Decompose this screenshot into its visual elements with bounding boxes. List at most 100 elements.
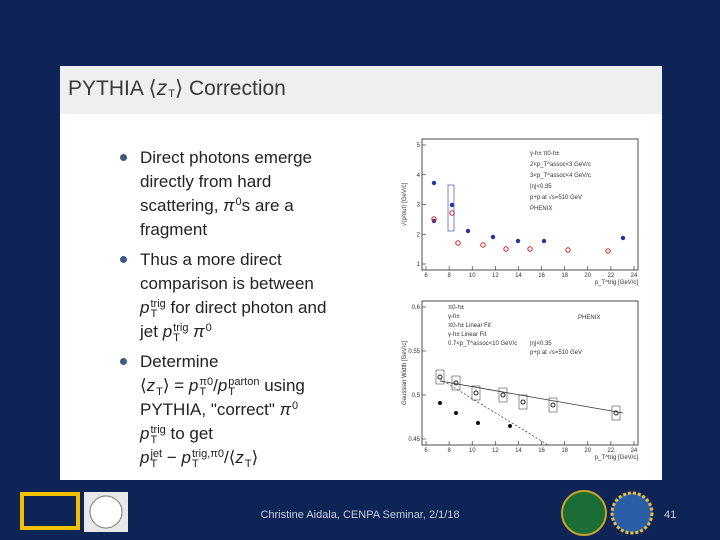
- legend-text: p+p at √s=510 GeV: [530, 194, 582, 201]
- plot-image: 6 8 10 12 14 16 18 20 22 24 5 4 3 2 1 p_T^trig [GeV/c] √…: [398, 133, 644, 288]
- text: to get: [165, 424, 214, 443]
- marker: [613, 410, 619, 416]
- x-tick-label: 22: [608, 273, 615, 279]
- legend-text: 3<p_T^assoc<4 GeV/c: [530, 173, 591, 179]
- y-tick-label: 4: [417, 173, 421, 179]
- x-tick-label: 6: [424, 448, 428, 454]
- x-tick-label: 12: [492, 273, 499, 279]
- superscript: 0: [205, 321, 212, 334]
- legend-text: π0-h±: [448, 305, 465, 311]
- text: /: [213, 376, 218, 395]
- math-base: z: [156, 77, 168, 100]
- bullet-line: p trig T to get: [140, 422, 358, 446]
- superscript: π0: [199, 375, 214, 388]
- x-tick-label: 6: [424, 273, 428, 279]
- syst-box: [451, 375, 461, 391]
- math-base: p: [140, 424, 150, 443]
- superscript: trig,π0: [191, 447, 224, 460]
- marker: [476, 421, 480, 425]
- marker: [520, 399, 526, 405]
- x-tick-label: 20: [584, 273, 591, 279]
- math-base: π: [223, 196, 235, 215]
- math-script: π0 T: [199, 375, 214, 398]
- bullet-line: ⟨z T ⟩ = p π0 T/p parton T using: [140, 374, 358, 398]
- bullet-dot: [120, 358, 127, 365]
- logo: [89, 495, 123, 529]
- x-tick-label: 10: [469, 448, 476, 454]
- subscript: T: [150, 433, 158, 446]
- logo: [561, 490, 607, 536]
- math-script: trig T: [173, 322, 188, 344]
- x-tick-label: 24: [631, 273, 638, 279]
- y-tick-label: 2: [417, 232, 421, 238]
- text: scattering,: [140, 196, 224, 215]
- x-tick-label: 14: [515, 448, 522, 454]
- marker: [454, 411, 458, 415]
- page-number: 41: [664, 509, 677, 521]
- slide-title: PYTHIA ⟨z T ⟩ Correction: [68, 76, 286, 101]
- marker: [500, 392, 506, 398]
- text: ⟩ =: [162, 376, 189, 395]
- subscript: T: [168, 88, 175, 101]
- bullet-line: Thus a more direct: [140, 248, 358, 272]
- marker: [527, 246, 533, 252]
- x-tick-label: 20: [584, 448, 591, 454]
- bullet-line: Direct photons emerge: [140, 146, 358, 170]
- superscript: 0: [235, 195, 242, 208]
- math-script: 0: [205, 321, 212, 343]
- x-tick-label: 18: [561, 273, 568, 279]
- legend-text: γ-h± Linear Fit: [448, 332, 487, 338]
- math-script: jet T: [150, 447, 163, 469]
- marker: [605, 248, 611, 254]
- x-tick-label: 22: [608, 448, 615, 454]
- x-tick-label: 10: [469, 273, 476, 279]
- y-axis-label: √⟨p²out⟩ [GeV/c]: [401, 183, 408, 227]
- x-tick-label: 24: [631, 448, 638, 454]
- math-base: p: [162, 322, 173, 341]
- marker: [449, 202, 455, 208]
- subscript: T: [199, 385, 207, 398]
- marker: [431, 180, 437, 186]
- math-base: π: [193, 322, 205, 341]
- legend-text: π0-h± Linear Fit: [448, 323, 491, 329]
- x-tick-label: 8: [447, 448, 451, 454]
- math-script: trig T: [150, 297, 166, 319]
- superscript: jet: [150, 447, 163, 460]
- superscript: trig: [150, 297, 166, 310]
- math-script: parton T: [228, 375, 260, 397]
- syst-box: [548, 397, 558, 413]
- marker: [480, 242, 486, 248]
- x-tick-label: 16: [538, 448, 545, 454]
- legend-text: |η|<0.35: [530, 184, 552, 190]
- marker: [620, 235, 626, 241]
- bullet: Thus a more direct comparison is between p…: [118, 248, 358, 344]
- math-script: T: [156, 377, 163, 397]
- subscript: T: [173, 331, 180, 344]
- legend-text: PHENIX: [530, 206, 552, 212]
- legend-text: γ-h± π0-h±: [530, 151, 560, 157]
- x-tick-label: 16: [538, 273, 545, 279]
- text: s are a: [241, 196, 294, 215]
- syst-box: [435, 369, 445, 385]
- syst-box: [471, 385, 481, 401]
- syst-box: [518, 394, 528, 410]
- text: Thus a more direct: [140, 250, 282, 269]
- math-script: trig,π0 T: [191, 447, 224, 469]
- y-tick-label: 0.6: [412, 305, 421, 311]
- bullet-line: p trig T for direct photon and: [140, 296, 358, 320]
- bullet: Direct photons emerge directly from hard s…: [118, 146, 358, 242]
- math-script: 0: [235, 195, 242, 217]
- marker: [508, 424, 512, 428]
- math-base: z: [235, 448, 244, 467]
- superscript: parton: [228, 375, 260, 388]
- text: −: [162, 448, 182, 467]
- math-base: p: [140, 448, 150, 467]
- legend-text: |η|<0.35: [530, 341, 552, 347]
- bullet: Determine ⟨z T ⟩ = p π0 T/p parton T using PYTHI…: [118, 350, 358, 470]
- superscript: 0: [292, 399, 299, 412]
- subscript: T: [244, 457, 252, 470]
- marker: [565, 247, 571, 253]
